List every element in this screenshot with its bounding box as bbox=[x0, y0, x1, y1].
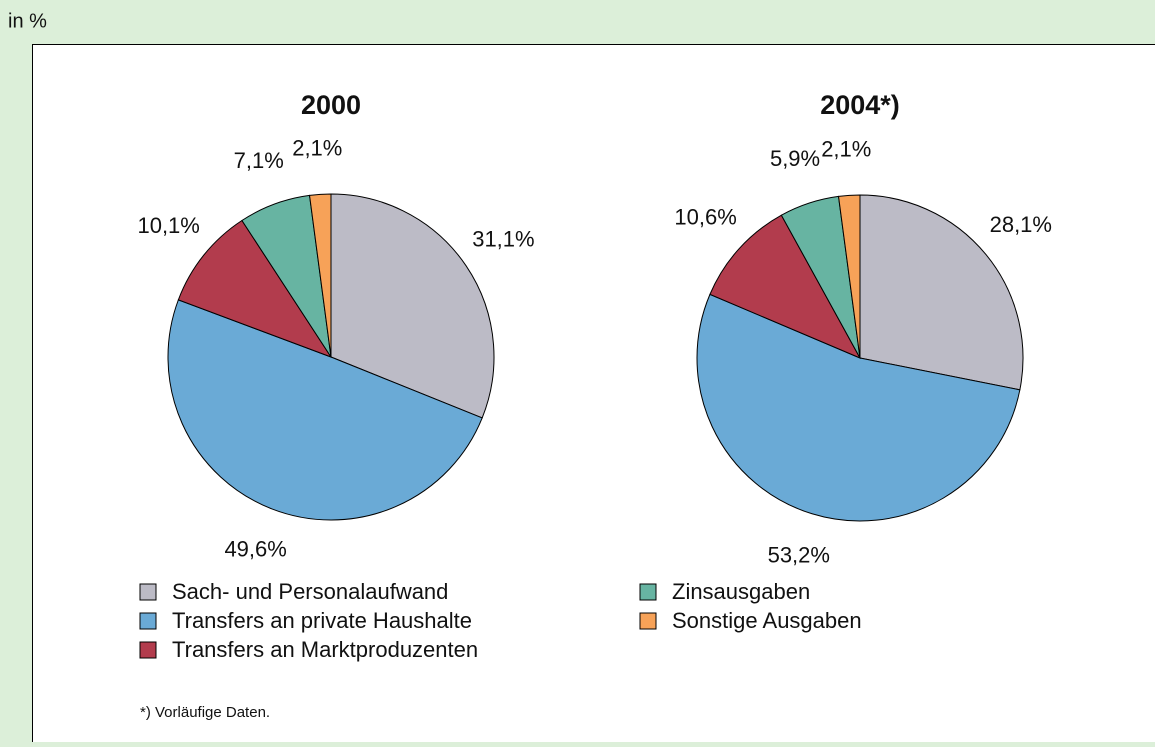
data-label: 10,6% bbox=[674, 204, 736, 229]
data-label: 2,1% bbox=[292, 135, 342, 160]
legend-swatch bbox=[140, 642, 156, 658]
legend-label: Zinsausgaben bbox=[672, 579, 810, 604]
data-label: 7,1% bbox=[234, 148, 284, 173]
unit-label: in % bbox=[8, 10, 47, 32]
data-label: 2,1% bbox=[821, 136, 871, 161]
data-label: 53,2% bbox=[768, 543, 830, 568]
legend-label: Transfers an private Haushalte bbox=[172, 608, 472, 633]
chart-title: 2004*) bbox=[820, 90, 900, 120]
legend-label: Sach- und Personalaufwand bbox=[172, 579, 448, 604]
legend-swatch bbox=[140, 613, 156, 629]
legend-label: Transfers an Marktproduzenten bbox=[172, 637, 478, 662]
legend-label: Sonstige Ausgaben bbox=[672, 608, 862, 633]
data-label: 10,1% bbox=[137, 213, 199, 238]
legend-swatch bbox=[640, 584, 656, 600]
data-label: 49,6% bbox=[224, 537, 286, 562]
legend-swatch bbox=[140, 584, 156, 600]
chart-title: 2000 bbox=[301, 90, 361, 120]
footnote: *) Vorläufige Daten. bbox=[140, 704, 270, 721]
data-label: 5,9% bbox=[770, 146, 820, 171]
legend-swatch bbox=[640, 613, 656, 629]
data-label: 28,1% bbox=[990, 212, 1052, 237]
data-label: 31,1% bbox=[472, 226, 534, 251]
